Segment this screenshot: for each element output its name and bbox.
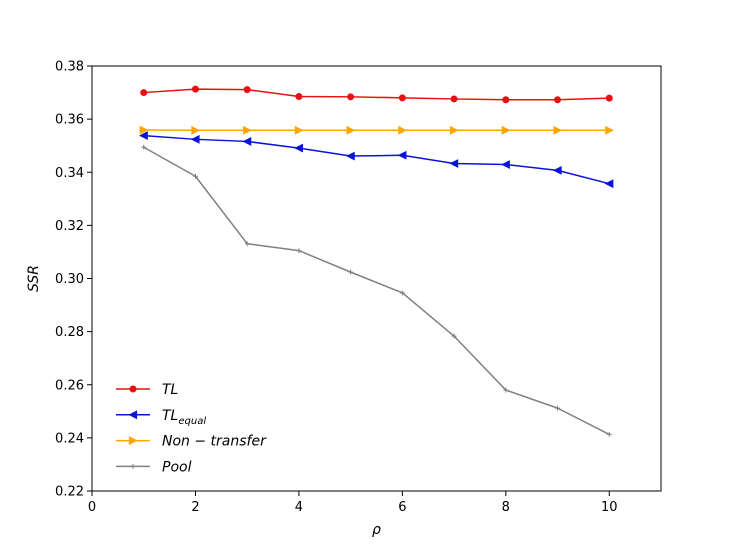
data-point (139, 131, 148, 141)
y-tick-label: 0.38 (55, 60, 84, 75)
data-point (449, 159, 459, 168)
y-axis-label: SSR (26, 265, 42, 292)
plot-area (92, 66, 661, 491)
data-point (604, 179, 614, 189)
data-point (294, 143, 304, 153)
series-2 (139, 125, 614, 135)
data-point (451, 333, 457, 339)
legend-label: Pool (162, 459, 192, 475)
data-point (346, 125, 356, 135)
data-point (242, 137, 252, 146)
data-point (605, 125, 614, 135)
x-axis: 0 2 4 6 8 10 (88, 491, 618, 515)
data-point (294, 125, 304, 135)
series-layer (139, 85, 614, 437)
data-point (345, 151, 355, 161)
series-1 (139, 131, 614, 189)
data-point (191, 125, 201, 135)
y-tick-label: 0.34 (55, 166, 84, 181)
legend-label: TL (162, 382, 178, 398)
data-point (295, 93, 303, 101)
data-point (501, 160, 510, 169)
x-tick-label: 8 (502, 500, 510, 515)
legend-item: TLequal (116, 408, 206, 427)
y-tick-label: 0.24 (55, 431, 84, 446)
data-point (552, 165, 562, 175)
data-point (243, 86, 251, 94)
data-point (191, 85, 199, 93)
x-tick-label: 0 (88, 500, 96, 515)
data-point (244, 241, 250, 247)
x-tick-label: 10 (601, 500, 618, 515)
legend-marker (129, 385, 137, 393)
series-0 (140, 85, 613, 104)
data-point (296, 248, 302, 254)
data-point (555, 405, 561, 411)
y-tick-label: 0.22 (55, 485, 84, 500)
x-tick-label: 4 (295, 500, 303, 515)
legend-label-main: TL (162, 408, 178, 424)
data-point (553, 125, 563, 135)
legend-label-main: TL (162, 382, 178, 398)
data-point (501, 125, 511, 135)
data-point (192, 173, 198, 179)
legend-label-main: Pool (162, 459, 192, 475)
data-point (139, 125, 149, 135)
data-point (399, 290, 405, 296)
data-point (141, 144, 147, 150)
data-point (190, 134, 200, 144)
data-point (243, 125, 252, 135)
data-point (347, 93, 355, 101)
legend-label-main: Non − transfer (162, 434, 267, 450)
x-tick-label: 2 (191, 500, 199, 515)
legend-label: Non − transfer (162, 434, 267, 450)
y-tick-label: 0.30 (55, 272, 84, 287)
data-point (606, 431, 612, 437)
y-axis: 0.22 0.24 0.26 0.28 0.30 0.32 0.34 0.36 0.38 (55, 60, 92, 500)
data-point (605, 94, 613, 102)
x-tick-label: 6 (398, 500, 406, 515)
y-tick-label: 0.26 (55, 378, 84, 393)
data-point (398, 125, 408, 135)
x-axis-label: ρ (372, 522, 381, 538)
series-line (143, 88, 610, 101)
data-point (450, 95, 458, 103)
legend-marker (128, 436, 138, 446)
legend-item: Pool (116, 459, 192, 475)
legend-item: Non − transfer (116, 434, 267, 450)
legend-marker (130, 463, 136, 469)
data-point (348, 269, 354, 275)
y-tick-label: 0.36 (55, 113, 84, 128)
data-point (140, 89, 148, 97)
series-line (143, 146, 610, 436)
data-point (397, 150, 407, 160)
legend-label-subscript: equal (178, 416, 206, 427)
data-point (503, 387, 509, 393)
data-point (398, 94, 406, 102)
legend-marker (128, 410, 138, 420)
y-tick-label: 0.32 (55, 219, 84, 234)
legend-item: TL (116, 382, 178, 398)
legend-label: TLequal (162, 408, 206, 427)
series-line (143, 134, 610, 185)
y-tick-label: 0.28 (55, 325, 84, 340)
data-point (449, 125, 459, 135)
data-point (554, 96, 562, 104)
data-point (502, 96, 510, 104)
series-3 (141, 144, 612, 437)
